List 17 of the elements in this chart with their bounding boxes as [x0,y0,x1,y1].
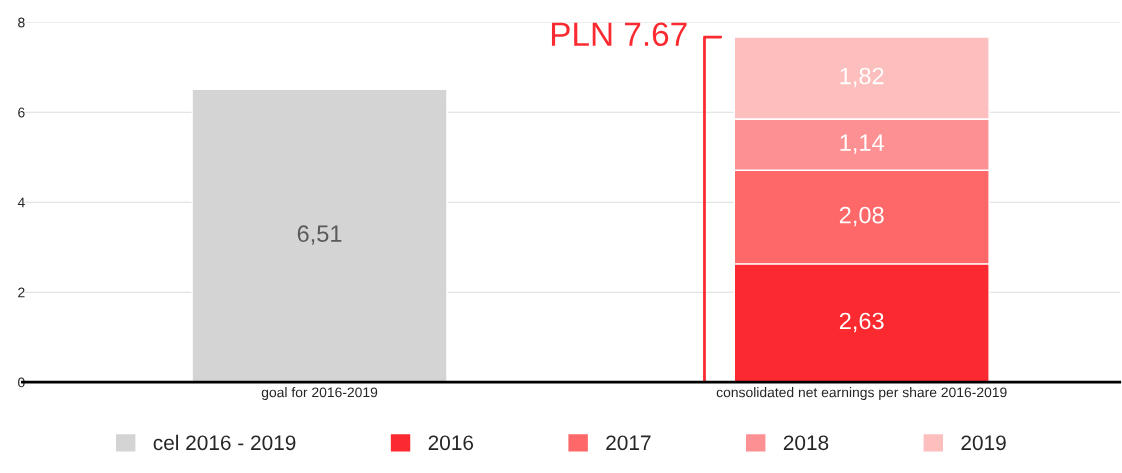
y-tick-label: 4 [17,197,25,208]
data-label: 2,63 [839,312,884,333]
y-tick-label: 6 [18,107,25,118]
legend-label: cel 2016 - 2019 [153,434,296,451]
annotation: PLN 7.67 [551,22,687,47]
data-label: 2,08 [839,206,884,227]
y-tick-label: 8 [18,17,25,28]
y-tick-label: 2 [18,287,25,298]
legend-label: 2016 [428,435,474,451]
legend-label: 2018 [783,435,829,451]
data-label: 1,82 [840,67,884,88]
x-tick-label: goal for 2016-2019 [261,387,378,400]
legend-label: 2019 [961,435,1006,451]
legend-label: 2017 [606,435,651,451]
x-tick-label: consolidated net earnings per share 2016-2019 [716,387,1007,400]
data-label: 1,14 [840,134,884,154]
data-label: 6,51 [297,225,342,245]
